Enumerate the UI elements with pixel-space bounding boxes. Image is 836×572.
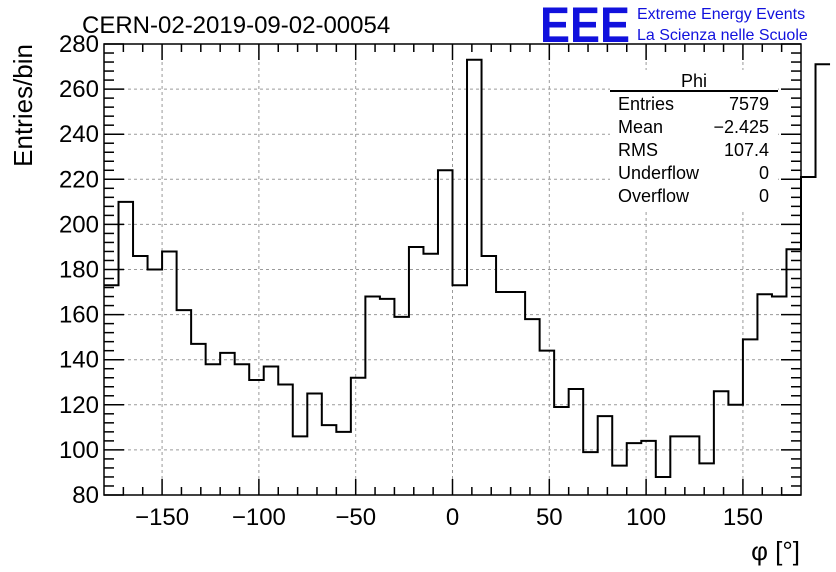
stats-rows: Entries 7579 Mean −2.425 RMS 107.4 Underflow 0 O… xyxy=(618,94,769,206)
y-tick-label: 80 xyxy=(72,482,99,509)
stats-value: 107.4 xyxy=(724,140,769,160)
y-tick-label: 120 xyxy=(59,392,99,419)
y-tick-label: 100 xyxy=(59,437,99,464)
x-tick-labels: −150 −100 −50 0 50 100 150 xyxy=(135,504,763,531)
y-tick-label: 140 xyxy=(59,347,99,374)
logo-line1: Extreme Energy Events xyxy=(637,6,805,23)
x-tick-label: −100 xyxy=(232,504,286,531)
y-tick-label: 200 xyxy=(59,211,99,238)
axis-ticks xyxy=(104,43,801,496)
x-axis-label: φ [°] xyxy=(751,536,800,566)
y-tick-label: 180 xyxy=(59,257,99,284)
logo-mark: EEE xyxy=(540,0,630,53)
y-axis-label: Entries/bin xyxy=(8,44,38,167)
x-tick-label: 50 xyxy=(536,504,563,531)
stats-label: Entries xyxy=(618,94,674,114)
stats-value: 7579 xyxy=(729,94,769,114)
x-tick-label: −50 xyxy=(335,504,376,531)
stats-box: Phi Entries 7579 Mean −2.425 RMS 107.4 Underfl… xyxy=(610,70,778,210)
eee-logo: EEE Extreme Energy Events La Scienza nel… xyxy=(540,0,808,53)
stats-label: Underflow xyxy=(618,163,700,183)
logo-line2: La Scienza nelle Scuole xyxy=(637,27,808,44)
x-tick-label: 0 xyxy=(446,504,459,531)
y-tick-label: 280 xyxy=(59,31,99,58)
y-tick-label: 240 xyxy=(59,121,99,148)
stats-label: Mean xyxy=(618,117,663,137)
x-tick-label: 100 xyxy=(626,504,666,531)
y-tick-label: 260 xyxy=(59,76,99,103)
stats-value: −2.425 xyxy=(713,117,769,137)
y-tick-label: 160 xyxy=(59,302,99,329)
stats-value: 0 xyxy=(759,186,769,206)
stats-value: 0 xyxy=(759,163,769,183)
y-tick-label: 220 xyxy=(59,166,99,193)
x-tick-label: −150 xyxy=(135,504,189,531)
histogram-line xyxy=(104,58,831,478)
y-tick-labels: 80 100 120 140 160 180 200 220 240 260 280 xyxy=(59,31,99,509)
x-tick-label: 150 xyxy=(723,504,763,531)
stats-box-background xyxy=(610,70,778,210)
chart-title: CERN-02-2019-09-02-00054 xyxy=(82,12,390,39)
stats-label: Overflow xyxy=(618,186,690,206)
stats-label: RMS xyxy=(618,140,658,160)
stats-box-title: Phi xyxy=(681,71,707,91)
